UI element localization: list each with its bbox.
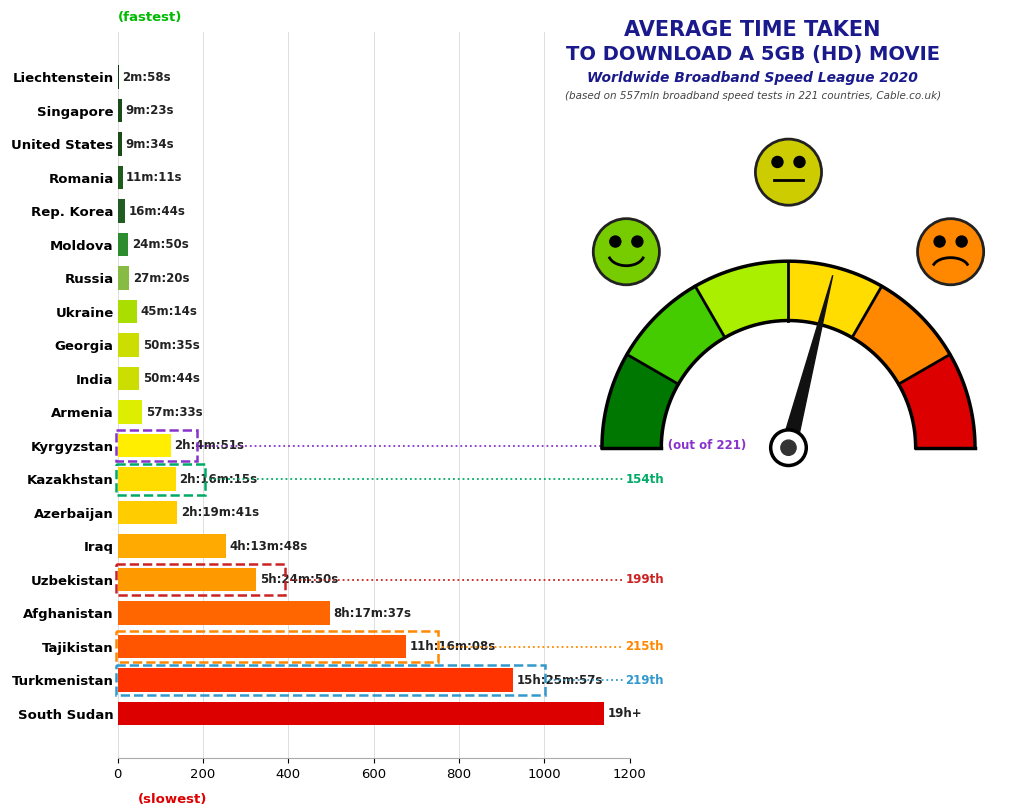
Polygon shape: [627, 286, 725, 384]
Polygon shape: [898, 354, 975, 448]
Bar: [118, 333, 139, 357]
Bar: [118, 702, 604, 725]
Bar: [118, 434, 171, 457]
Text: 27m:20s: 27m:20s: [133, 272, 189, 285]
Circle shape: [610, 236, 621, 247]
Bar: [118, 66, 119, 89]
Bar: [118, 635, 407, 659]
Text: 50m:35s: 50m:35s: [142, 339, 200, 352]
Circle shape: [1006, 367, 1024, 433]
Text: 11m:11s: 11m:11s: [126, 171, 182, 184]
Text: 215th: 215th: [626, 640, 664, 653]
Circle shape: [781, 440, 796, 455]
Bar: [118, 367, 139, 390]
Text: 4h:13m:48s: 4h:13m:48s: [229, 539, 307, 552]
Bar: [118, 99, 122, 122]
Circle shape: [934, 236, 945, 247]
Circle shape: [956, 236, 967, 247]
Circle shape: [794, 157, 805, 168]
Text: (based on 557mln broadband speed tests in 221 countries, Cable.co.uk): (based on 557mln broadband speed tests i…: [564, 91, 941, 101]
Text: (slowest): (slowest): [138, 793, 208, 806]
Circle shape: [1022, 384, 1024, 396]
Text: 9m:23s: 9m:23s: [125, 104, 174, 117]
Text: 2h:16m:15s: 2h:16m:15s: [179, 473, 257, 486]
Text: 5h:24m:50s: 5h:24m:50s: [260, 573, 338, 586]
Text: 11h:16m:08s: 11h:16m:08s: [410, 640, 496, 653]
Text: 154th: 154th: [626, 473, 665, 486]
Circle shape: [632, 236, 643, 247]
Bar: [118, 300, 137, 324]
Bar: [118, 668, 513, 692]
Bar: [118, 568, 256, 591]
Polygon shape: [781, 275, 833, 449]
Polygon shape: [695, 261, 788, 337]
Text: 219th: 219th: [626, 674, 664, 687]
Text: 2h:19m:41s: 2h:19m:41s: [181, 506, 259, 519]
Text: 45m:14s: 45m:14s: [140, 305, 198, 318]
Bar: [118, 467, 176, 491]
Text: 9m:34s: 9m:34s: [125, 138, 174, 151]
Text: 2h:4m:51s: 2h:4m:51s: [174, 439, 245, 452]
Text: 16m:44s: 16m:44s: [128, 204, 185, 217]
Text: Worldwide Broadband Speed League 2020: Worldwide Broadband Speed League 2020: [587, 71, 919, 85]
Circle shape: [772, 157, 783, 168]
Text: 19h+: 19h+: [607, 707, 642, 720]
Circle shape: [525, 369, 537, 380]
Circle shape: [548, 369, 559, 380]
Bar: [118, 266, 129, 290]
Text: 2m:58s: 2m:58s: [123, 71, 171, 84]
Polygon shape: [602, 354, 679, 448]
Text: 15h:25m:57s: 15h:25m:57s: [516, 674, 602, 687]
Bar: [118, 534, 226, 558]
Text: 24m:50s: 24m:50s: [132, 238, 188, 251]
Bar: [118, 233, 128, 256]
Circle shape: [756, 139, 821, 205]
Bar: [118, 200, 125, 223]
Polygon shape: [788, 261, 882, 337]
Circle shape: [509, 351, 575, 418]
Text: 50m:44s: 50m:44s: [142, 372, 200, 385]
Circle shape: [593, 219, 659, 285]
Bar: [118, 401, 142, 424]
Text: 199th: 199th: [626, 573, 665, 586]
Text: TO DOWNLOAD A 5GB (HD) MOVIE: TO DOWNLOAD A 5GB (HD) MOVIE: [565, 45, 940, 63]
Circle shape: [918, 219, 984, 285]
Bar: [118, 602, 330, 624]
Text: (fastest): (fastest): [118, 11, 182, 24]
Polygon shape: [852, 286, 950, 384]
Circle shape: [771, 430, 806, 466]
Bar: [118, 501, 177, 525]
Text: 146th (out of 221): 146th (out of 221): [626, 439, 746, 452]
Bar: [118, 166, 123, 189]
Text: 57m:33s: 57m:33s: [145, 406, 203, 418]
Bar: [118, 132, 122, 156]
Text: AVERAGE TIME TAKEN: AVERAGE TIME TAKEN: [625, 20, 881, 41]
Text: 8h:17m:37s: 8h:17m:37s: [334, 607, 412, 620]
